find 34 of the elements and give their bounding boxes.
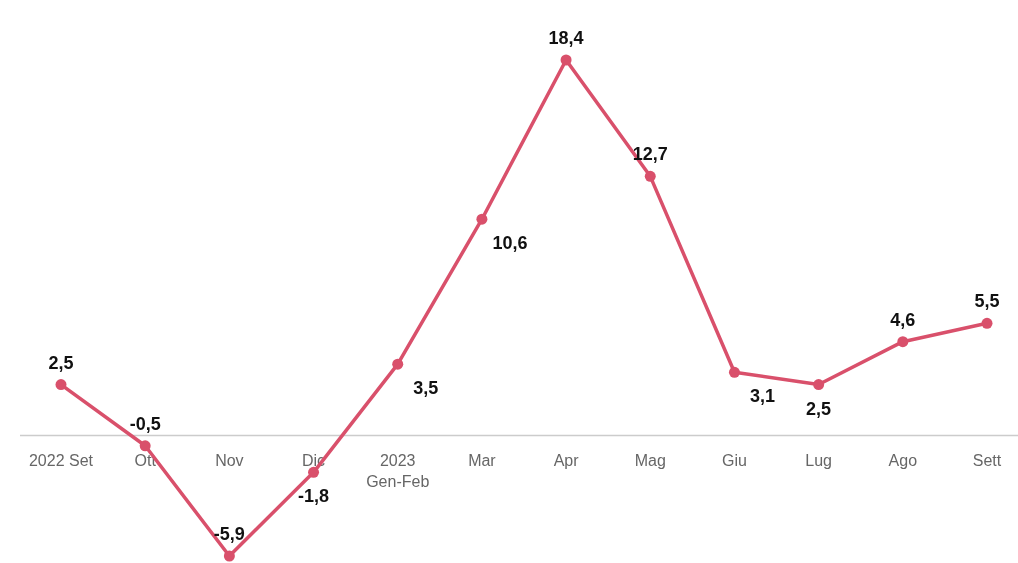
data-label: 3,5 [413, 378, 439, 399]
x-tick-label: 2023 Gen-Feb [366, 451, 430, 490]
x-tick-label: 2022 Set [28, 451, 94, 469]
data-label: 5,5 [974, 291, 1000, 312]
x-tick-label: Ago [888, 451, 918, 469]
point [813, 379, 825, 391]
x-tick-label: Sett [972, 451, 1002, 469]
point [476, 213, 488, 225]
point [139, 440, 151, 452]
point [728, 366, 740, 378]
data-label: 12,7 [632, 144, 668, 165]
data-label: -0,5 [129, 413, 161, 434]
data-label: 10,6 [492, 233, 528, 254]
x-tick-label: Giu [722, 451, 747, 469]
point [981, 317, 993, 329]
point [644, 170, 656, 182]
point [392, 358, 404, 370]
data-label: 3,1 [749, 386, 775, 407]
data-label: -1,8 [298, 486, 330, 507]
point [897, 336, 909, 348]
x-tick-label: Apr [553, 451, 580, 469]
x-tick-label: Nov [215, 451, 244, 469]
data-label: 2,5 [806, 398, 832, 419]
point [223, 550, 235, 562]
data-label: 18,4 [548, 28, 584, 48]
x-tick-label: Mag [634, 451, 666, 469]
data-label: 4,6 [890, 309, 916, 330]
point [55, 379, 67, 391]
data-label: -5,9 [213, 524, 245, 544]
x-tick-label: Mar [468, 451, 497, 469]
point [308, 466, 320, 478]
x-tick-label: Lug [805, 451, 832, 469]
data-label: 2,5 [48, 352, 74, 373]
point [560, 54, 572, 66]
